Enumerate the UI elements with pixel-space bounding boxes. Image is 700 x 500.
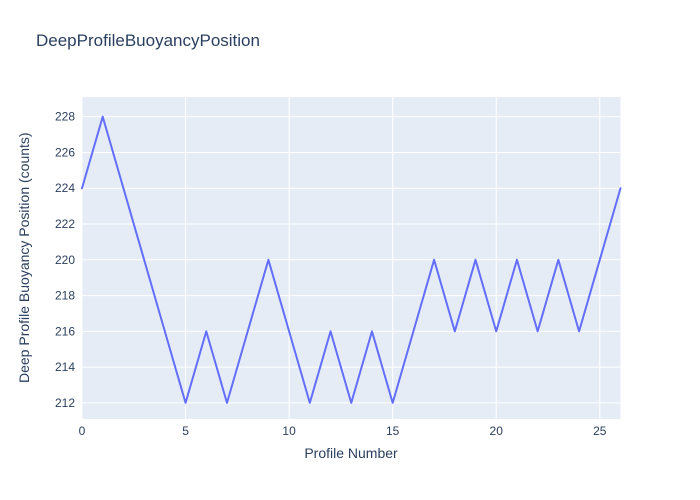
y-axis-title: Deep Profile Buoyancy Position (counts): [16, 132, 32, 384]
plot-background: [82, 97, 621, 419]
y-tick-label: 228: [55, 110, 75, 124]
x-tick-label: 20: [490, 424, 504, 438]
x-tick-label: 25: [593, 424, 607, 438]
y-tick-label: 218: [55, 289, 75, 303]
chart-title: DeepProfileBuoyancyPosition: [36, 31, 260, 50]
x-axis-title: Profile Number: [304, 445, 398, 461]
y-tick-label: 212: [55, 396, 75, 410]
x-tick-label: 10: [282, 424, 296, 438]
y-tick-label: 216: [55, 324, 75, 338]
y-tick-label: 220: [55, 253, 75, 267]
data-line[interactable]: [81, 115, 622, 404]
x-tick-label: 5: [182, 424, 189, 438]
x-tick-label: 15: [386, 424, 400, 438]
y-tick-label: 214: [55, 360, 75, 374]
y-tick-label: 222: [55, 217, 75, 231]
y-tick-label: 226: [55, 145, 75, 159]
y-tick-label: 224: [55, 181, 75, 195]
x-tick-label: 0: [79, 424, 86, 438]
